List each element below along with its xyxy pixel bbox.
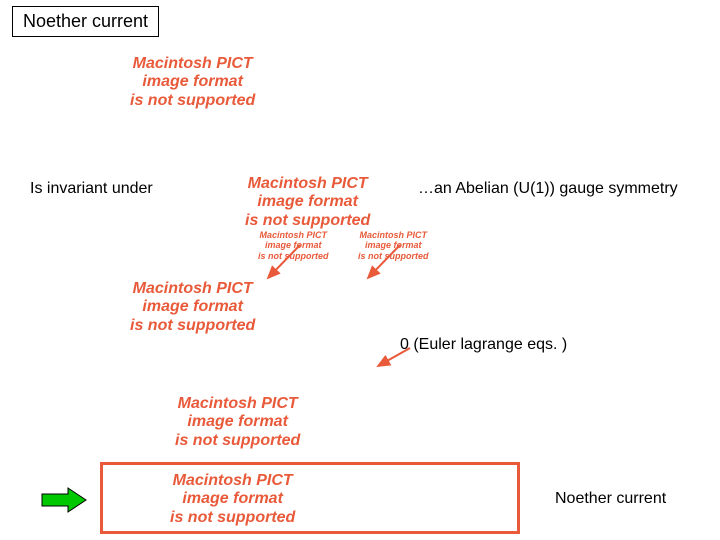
pict-placeholder-7: Macintosh PICT image format is not suppo… [170, 472, 295, 527]
label-noether: Noether current [555, 490, 666, 508]
arrow-1 [0, 0, 720, 540]
conclusion-box [100, 462, 520, 534]
green-arrow-icon [40, 486, 90, 514]
